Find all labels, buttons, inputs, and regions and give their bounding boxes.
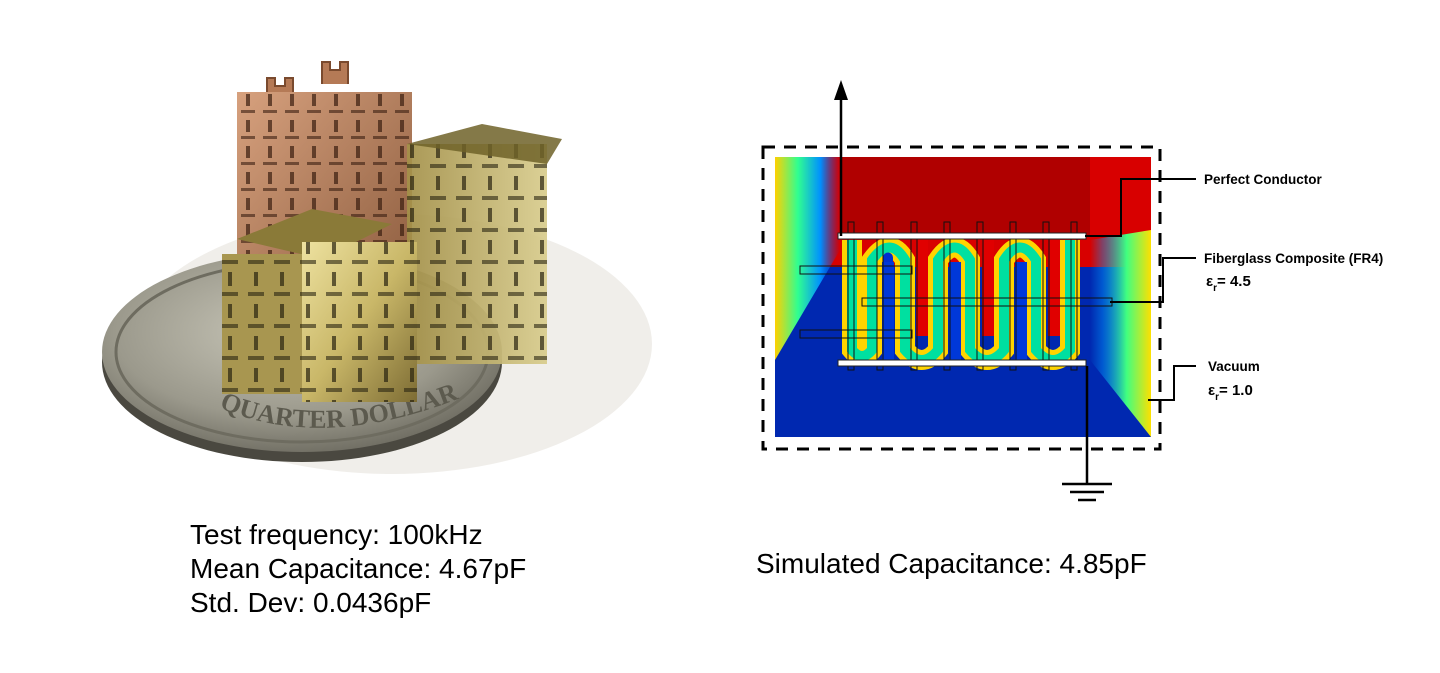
photo-caption: Test frequency: 100kHz Mean Capacitance:…: [190, 518, 526, 620]
label-vacuum: Vacuum: [1208, 359, 1260, 374]
test-frequency: Test frequency: 100kHz: [190, 519, 483, 550]
top-conductor-plate: [837, 232, 1087, 240]
signal-arrow-icon: [834, 80, 848, 100]
device-photo: QUARTER DOLLAR: [102, 61, 652, 474]
simulation-caption: Simulated Capacitance: 4.85pF: [756, 547, 1147, 581]
label-perfect-conductor: Perfect Conductor: [1204, 172, 1323, 187]
label-fr4: Fiberglass Composite (FR4): [1204, 251, 1383, 266]
simulation-boundary: [761, 145, 1162, 451]
ground-icon: [1062, 482, 1112, 502]
fr4-leader: [1110, 257, 1196, 303]
std-dev: Std. Dev: 0.0436pF: [190, 587, 432, 618]
mean-capacitance: Mean Capacitance: 4.67pF: [190, 553, 527, 584]
bottom-conductor-plate: [837, 359, 1087, 367]
brass-structure-right: [407, 124, 562, 364]
simulated-capacitance: Simulated Capacitance: 4.85pF: [756, 548, 1147, 579]
label-fr4-permittivity: εr= 4.5: [1206, 273, 1251, 294]
brass-structure-front: [222, 209, 417, 402]
fr4-field-band: [842, 237, 1080, 370]
conductor-leader: [1085, 178, 1196, 237]
label-vacuum-permittivity: εr= 1.0: [1208, 382, 1253, 403]
vacuum-leader: [1148, 365, 1196, 401]
